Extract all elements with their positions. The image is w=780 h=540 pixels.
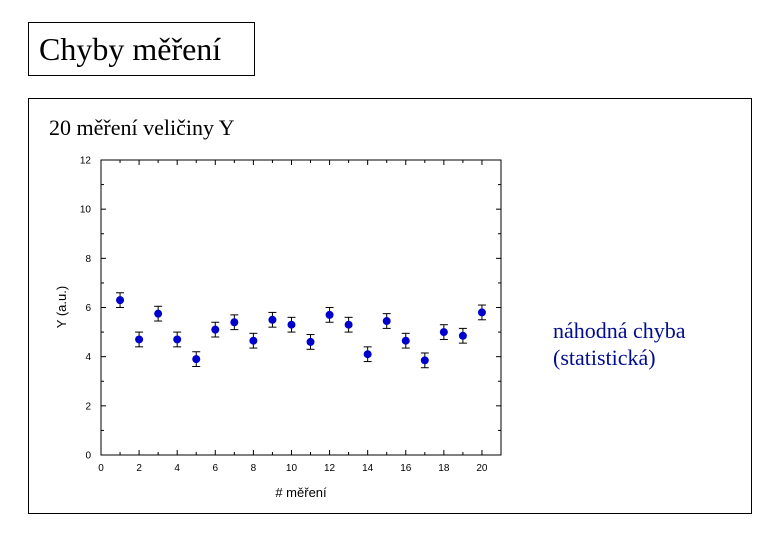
y-tick-label: 12 — [80, 156, 92, 167]
x-tick-label: 2 — [136, 463, 142, 474]
data-point — [363, 346, 372, 363]
data-point — [116, 292, 125, 308]
data-point — [477, 304, 486, 321]
data-marker — [287, 320, 296, 329]
data-marker — [382, 317, 391, 326]
y-tick-label: 6 — [85, 303, 91, 314]
data-point — [249, 332, 258, 349]
data-point — [287, 316, 296, 333]
data-point — [458, 327, 467, 344]
data-marker — [154, 309, 163, 318]
x-tick-label: 18 — [438, 463, 450, 474]
data-marker — [135, 335, 144, 344]
data-point — [344, 316, 353, 333]
data-point — [135, 331, 144, 348]
data-marker — [230, 318, 239, 327]
data-point — [306, 334, 315, 350]
data-marker — [363, 350, 372, 359]
y-axis-label: Y (a.u.) — [54, 286, 69, 328]
data-points — [116, 292, 486, 369]
data-marker — [268, 315, 277, 324]
data-marker — [401, 336, 410, 345]
x-tick-label: 12 — [324, 463, 336, 474]
plot-frame — [100, 159, 502, 456]
x-tick-label: 6 — [213, 463, 219, 474]
data-point — [154, 305, 163, 322]
y-tick-label: 8 — [85, 254, 91, 265]
data-point — [382, 313, 391, 329]
x-tick-label: 20 — [476, 463, 488, 474]
data-point — [420, 352, 429, 369]
x-axis-label: # měření — [275, 485, 327, 500]
x-tick-label: 14 — [362, 463, 374, 474]
chart-subtitle: 20 měření veličiny Y — [49, 115, 235, 140]
data-point — [439, 324, 448, 340]
data-marker — [458, 331, 467, 340]
data-marker — [249, 336, 258, 345]
data-marker — [306, 337, 315, 346]
y-tick-label: 0 — [85, 451, 91, 462]
data-marker — [173, 335, 182, 344]
data-point — [211, 321, 220, 338]
data-point — [230, 314, 239, 331]
data-marker — [211, 325, 220, 334]
x-tick-label: 16 — [400, 463, 412, 474]
annotation-text: náhodná chyba (statistická) — [553, 317, 686, 371]
page-title: Chyby měření — [28, 22, 255, 76]
y-tick-label: 10 — [80, 205, 92, 216]
y-tick-label: 2 — [85, 401, 91, 412]
data-marker — [477, 308, 486, 317]
data-marker — [116, 296, 125, 305]
data-marker — [192, 355, 201, 364]
x-tick-label: 8 — [251, 463, 257, 474]
data-point — [173, 331, 182, 348]
data-point — [325, 307, 334, 323]
x-tick-label: 4 — [174, 463, 180, 474]
data-marker — [325, 310, 334, 319]
x-tick-label: 10 — [286, 463, 298, 474]
x-tick-label: 0 — [98, 463, 104, 474]
data-marker — [439, 328, 448, 337]
data-point — [192, 351, 201, 367]
axis-ticks: 0 2 4 6 8 10 12 14 16 18 20 0 2 4 6 8 10 12 — [80, 156, 502, 474]
content-panel: 20 měření veličiny Y náhodná chyba (stat… — [28, 98, 752, 514]
data-point — [268, 311, 277, 328]
data-marker — [420, 356, 429, 365]
annotation-line-2: (statistická) — [553, 345, 656, 370]
data-point — [401, 332, 410, 349]
data-marker — [344, 320, 353, 329]
y-tick-label: 4 — [85, 352, 91, 363]
annotation-line-1: náhodná chyba — [553, 318, 686, 343]
